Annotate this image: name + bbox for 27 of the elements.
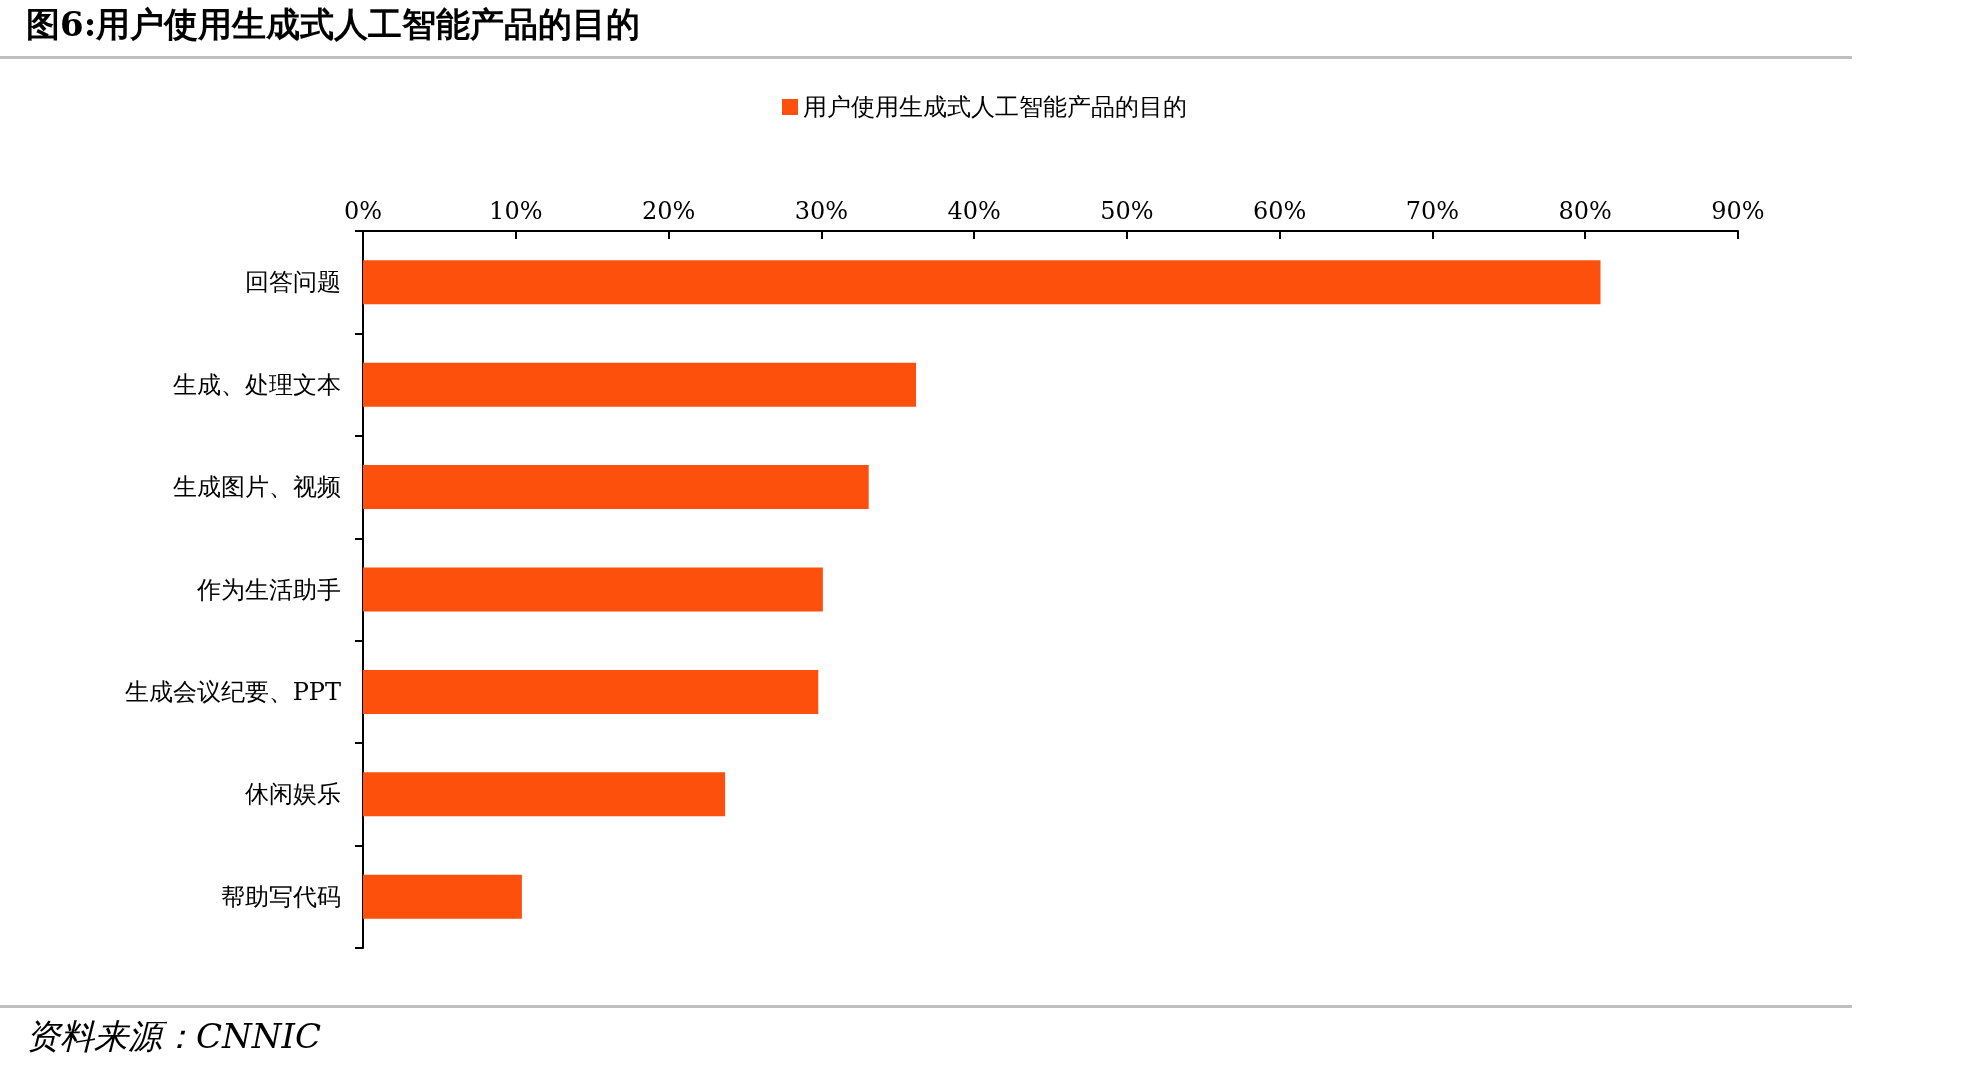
x-tick-label: 10% <box>489 197 543 225</box>
bar <box>363 362 917 407</box>
bar <box>363 772 726 817</box>
x-tick-label: 70% <box>1405 197 1460 225</box>
x-tick-label: 0% <box>343 197 383 225</box>
y-tick-label: 作为生活助手 <box>196 575 341 604</box>
bar <box>363 260 1601 305</box>
x-tick-label: 20% <box>641 197 696 225</box>
legend-label: 用户使用生成式人工智能产品的目的 <box>803 93 1187 121</box>
chart-title: 图6:用户使用生成式人工智能产品的目的 <box>26 3 641 46</box>
text: 资料来源：CNNIC <box>26 1015 321 1058</box>
x-tick-label: 50% <box>1100 197 1154 225</box>
y-tick-label: 生成图片、视频 <box>173 473 341 502</box>
bar <box>363 465 869 510</box>
bar <box>363 669 819 714</box>
x-tick-label: 40% <box>947 197 1001 225</box>
bar <box>363 874 522 919</box>
bar <box>363 567 823 612</box>
y-tick-label: 生成、处理文本 <box>173 370 341 399</box>
x-tick-label: 90% <box>1711 197 1765 225</box>
y-tick-label: 回答问题 <box>245 268 341 297</box>
x-tick-label: 30% <box>794 197 849 225</box>
y-tick-label: 休闲娱乐 <box>245 780 341 809</box>
x-tick-label: 60% <box>1252 197 1307 225</box>
y-tick-label: 帮助写代码 <box>221 882 341 911</box>
y-tick-label: 生成会议纪要、PPT <box>124 677 341 706</box>
x-tick-label: 80% <box>1558 197 1612 225</box>
